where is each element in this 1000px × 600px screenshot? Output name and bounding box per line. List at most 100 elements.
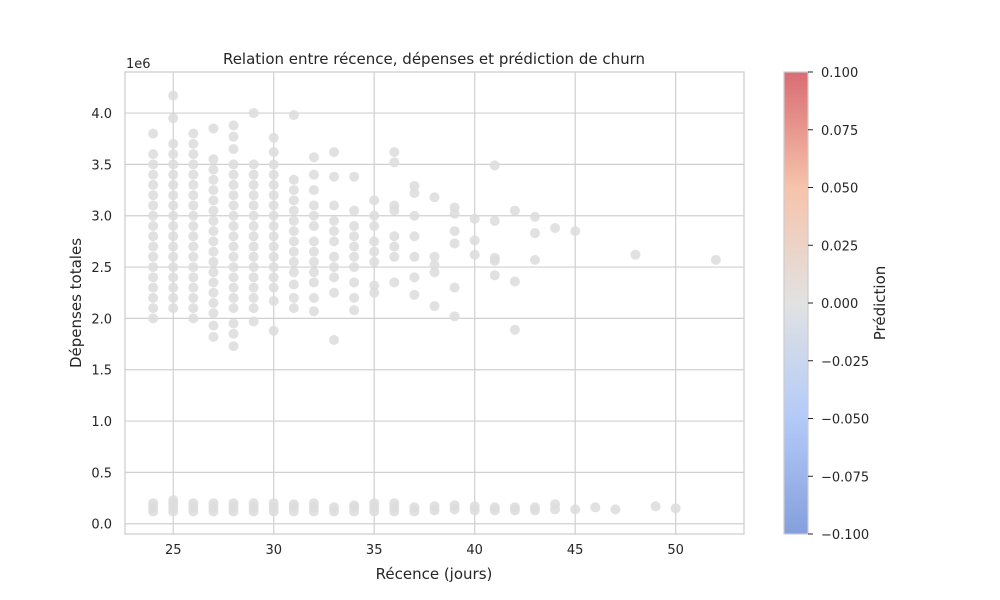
y-tick-label: 3.0 [91, 210, 112, 225]
data-point-high-spend [429, 260, 440, 271]
colorbar-tick-label: −0.075 [821, 470, 869, 485]
data-point-high-spend [148, 169, 159, 180]
data-point-high-spend [248, 231, 259, 242]
data-point-high-spend [148, 272, 159, 283]
data-point-high-spend [228, 179, 239, 190]
data-point-high-spend [248, 169, 259, 180]
data-point-high-spend [248, 282, 259, 293]
data-point-high-spend [349, 221, 360, 231]
y-offset-label: 1e6 [126, 57, 151, 72]
data-point-high-spend [389, 251, 400, 262]
data-point-high-spend [509, 276, 520, 287]
data-point-low-spend [529, 502, 540, 513]
data-point-high-spend [308, 256, 319, 267]
data-point-high-spend [188, 292, 199, 303]
data-point-high-spend [349, 277, 360, 288]
y-axis-label: Dépenses totales [67, 238, 85, 368]
data-point-high-spend [248, 159, 259, 170]
data-point-high-spend [288, 279, 299, 290]
y-tick-label: 2.0 [91, 312, 112, 327]
data-point-high-spend [349, 205, 360, 216]
data-point-high-spend [248, 292, 259, 303]
data-point-high-spend [489, 270, 500, 281]
data-point-high-spend [389, 241, 400, 252]
data-point-high-spend [268, 179, 279, 190]
data-point-low-spend [268, 498, 279, 509]
data-point-high-spend [188, 282, 199, 293]
data-point-low-spend [349, 500, 360, 511]
data-point-high-spend [208, 123, 219, 134]
data-point-high-spend [429, 251, 440, 262]
y-tick-label: 4.0 [91, 107, 112, 122]
data-point-high-spend [429, 267, 440, 278]
data-point-high-spend [288, 110, 299, 121]
data-point-high-spend [148, 179, 159, 190]
x-tick-label: 25 [165, 543, 182, 558]
data-point-high-spend [168, 200, 179, 211]
data-points [148, 90, 721, 517]
data-point-high-spend [188, 169, 199, 180]
data-point-high-spend [288, 256, 299, 267]
data-point-high-spend [288, 174, 299, 185]
data-point-high-spend [148, 128, 159, 139]
colorbar-tick-label: 0.025 [821, 239, 858, 254]
colorbar-ticks: 0.100 0.075 0.050 0.025 0.000 −0.025 −0.050 −0.… [808, 66, 869, 543]
data-point-high-spend [509, 205, 520, 216]
data-point-low-spend [228, 498, 239, 509]
x-tick-label: 40 [466, 543, 483, 558]
data-point-low-spend [288, 499, 299, 510]
y-tick-label: 2.5 [91, 261, 112, 276]
data-point-high-spend [308, 185, 319, 196]
data-point-high-spend [369, 210, 380, 221]
data-point-high-spend [228, 341, 239, 352]
data-point-low-spend [208, 498, 219, 509]
data-point-high-spend [308, 236, 319, 247]
colorbar-tick-label: −0.025 [821, 355, 869, 370]
data-point-high-spend [529, 254, 540, 265]
data-point-high-spend [208, 205, 219, 216]
data-point-high-spend [168, 262, 179, 273]
data-point-high-spend [288, 267, 299, 278]
data-point-high-spend [349, 241, 360, 252]
plot-frame [124, 71, 745, 535]
data-point-high-spend [268, 262, 279, 273]
data-point-low-spend [409, 502, 420, 513]
data-point-high-spend [288, 205, 299, 216]
data-point-high-spend [168, 272, 179, 283]
data-point-high-spend [208, 308, 219, 319]
data-point-low-spend [188, 498, 199, 509]
data-point-high-spend [208, 215, 219, 226]
data-point-high-spend [429, 192, 440, 203]
data-point-high-spend [288, 195, 299, 206]
grid-lines [125, 72, 744, 534]
data-point-high-spend [349, 231, 360, 242]
data-point-high-spend [208, 320, 219, 331]
data-point-high-spend [208, 195, 219, 206]
data-point-high-spend [248, 210, 259, 221]
data-point-high-spend [228, 272, 239, 283]
data-point-high-spend [288, 215, 299, 226]
data-point-high-spend [248, 251, 259, 262]
y-tick-label: 3.5 [91, 158, 112, 173]
data-point-high-spend [288, 226, 299, 237]
y-tick-label: 1.5 [91, 364, 112, 379]
colorbar-tick-label: −0.100 [821, 528, 869, 543]
data-point-high-spend [208, 256, 219, 267]
data-point-high-spend [208, 267, 219, 278]
data-point-high-spend [369, 287, 380, 298]
colorbar-tick-label: 0.100 [821, 66, 858, 81]
data-point-high-spend [228, 241, 239, 252]
data-point-high-spend [369, 256, 380, 267]
data-point-high-spend [409, 188, 420, 199]
data-point-high-spend [228, 200, 239, 211]
data-point-high-spend [308, 277, 319, 288]
data-point-high-spend [188, 221, 199, 231]
data-point-high-spend [228, 144, 239, 154]
data-point-low-spend [489, 502, 500, 513]
data-point-high-spend [168, 90, 179, 101]
data-point-low-spend [610, 504, 621, 515]
data-point-high-spend [329, 215, 340, 226]
x-tick-label: 45 [567, 543, 584, 558]
data-point-high-spend [329, 226, 340, 237]
data-point-high-spend [570, 226, 581, 237]
